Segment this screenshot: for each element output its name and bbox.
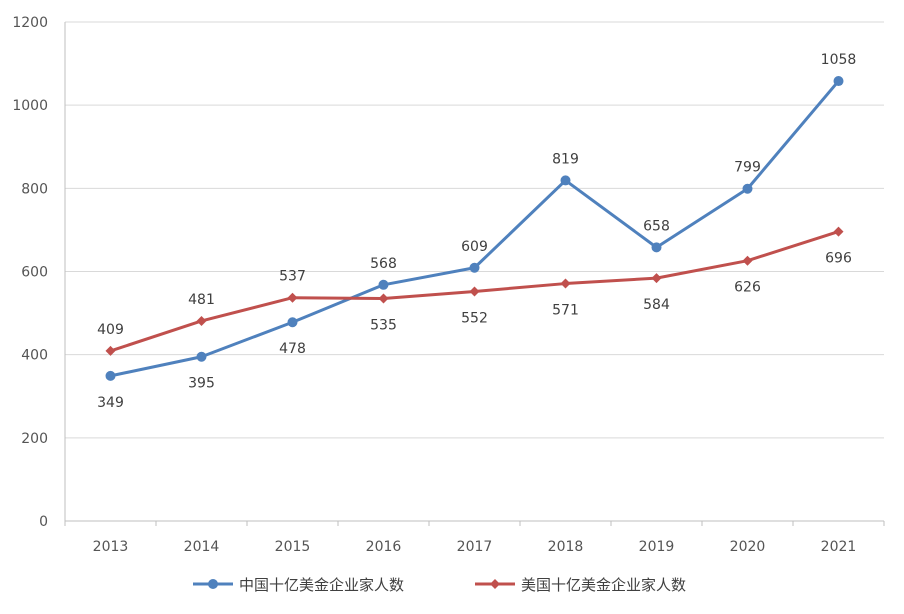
x-tick-label: 2015 xyxy=(275,539,311,555)
data-label: 626 xyxy=(734,280,761,296)
legend-marker xyxy=(490,579,500,589)
x-tick-label: 2014 xyxy=(184,539,220,555)
data-label: 696 xyxy=(825,251,852,267)
y-tick-label: 800 xyxy=(21,181,48,197)
data-label: 409 xyxy=(97,322,124,338)
y-tick-label: 400 xyxy=(21,348,48,364)
data-point xyxy=(560,278,571,289)
data-label: 552 xyxy=(461,310,488,326)
data-point xyxy=(742,183,753,194)
data-label: 478 xyxy=(279,341,306,357)
x-tick-label: 2016 xyxy=(366,539,402,555)
data-labels: 349 395 478 568 609 819 658 799 1058 409 481 537 535… xyxy=(97,52,856,411)
legend-label: 美国十亿美金企业家人数 xyxy=(521,576,686,594)
y-tick-label: 600 xyxy=(21,265,48,281)
data-label: 799 xyxy=(734,160,761,176)
x-tick-label: 2019 xyxy=(639,539,675,555)
data-label: 609 xyxy=(461,239,488,255)
data-point xyxy=(287,292,298,303)
data-label: 481 xyxy=(188,292,215,308)
legend: 中国十亿美金企业家人数 美国十亿美金企业家人数 xyxy=(193,576,686,594)
data-point xyxy=(105,345,116,356)
series-group xyxy=(105,76,844,381)
series-line xyxy=(109,79,840,378)
data-point xyxy=(560,175,571,186)
x-tick-label: 2020 xyxy=(730,539,766,555)
legend-item: 美国十亿美金企业家人数 xyxy=(475,576,686,594)
legend-item: 中国十亿美金企业家人数 xyxy=(193,576,404,594)
data-label: 571 xyxy=(552,303,579,319)
y-tick-label: 1200 xyxy=(12,15,48,31)
data-label: 1058 xyxy=(821,52,857,68)
data-label: 395 xyxy=(188,376,215,392)
data-point xyxy=(742,255,753,266)
x-tick-label: 2021 xyxy=(821,539,857,555)
data-label: 535 xyxy=(370,318,397,334)
data-label: 349 xyxy=(97,395,124,411)
data-point xyxy=(651,273,662,284)
data-label: 584 xyxy=(643,297,670,313)
y-tick-label: 1000 xyxy=(12,98,48,114)
data-point xyxy=(196,315,207,326)
data-label: 658 xyxy=(643,218,670,234)
data-point xyxy=(469,286,480,297)
data-point xyxy=(105,370,116,381)
x-tick-label: 2017 xyxy=(457,539,493,555)
y-tick-label: 200 xyxy=(21,431,48,447)
data-point xyxy=(469,262,480,273)
data-point xyxy=(287,317,298,328)
legend-label: 中国十亿美金企业家人数 xyxy=(239,576,404,594)
data-label: 568 xyxy=(370,256,397,272)
axes: 0 200 400 600 800 1000 1200 2013 2014 2015 2016 201… xyxy=(12,15,885,555)
data-point xyxy=(196,351,207,362)
data-point xyxy=(378,293,389,304)
data-point xyxy=(833,76,844,87)
x-tick-label: 2013 xyxy=(93,539,129,555)
data-point xyxy=(378,279,389,290)
data-label: 537 xyxy=(279,269,306,285)
y-tick-label: 0 xyxy=(39,514,48,530)
data-point xyxy=(833,226,844,237)
x-tick-label: 2018 xyxy=(548,539,584,555)
data-label: 819 xyxy=(552,151,579,167)
data-point xyxy=(651,242,662,253)
legend-marker xyxy=(208,579,218,589)
